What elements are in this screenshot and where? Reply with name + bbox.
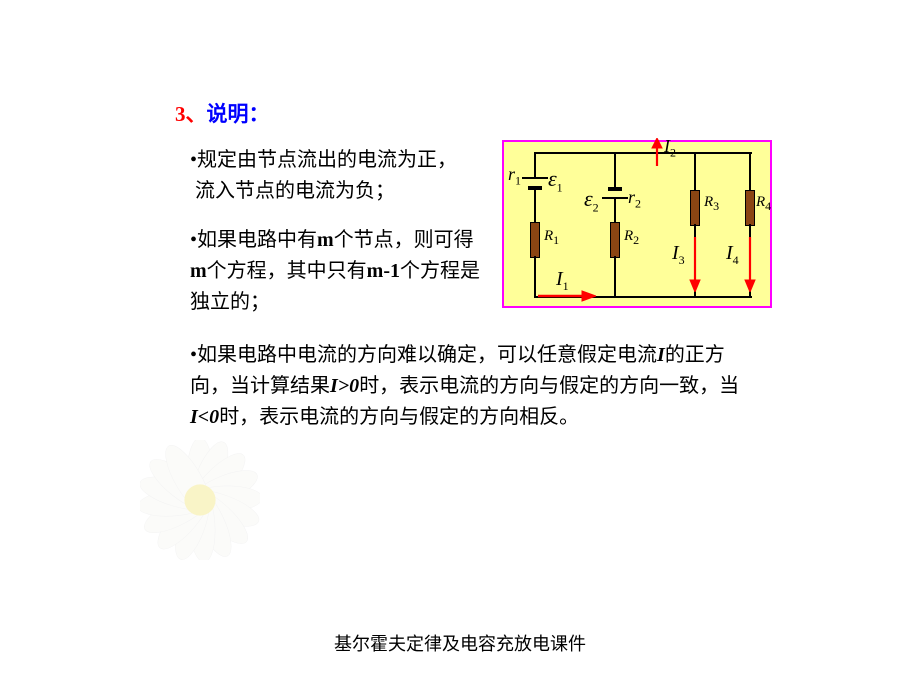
label-I4: I4 [726,242,739,268]
p3Igt: I>0 [330,375,359,397]
wire-top [534,152,752,154]
heading-text: 说明： [207,102,270,126]
bullet-dot: • [190,149,197,171]
section-heading: 3、说明： [175,98,270,128]
arrow-I3 [686,237,704,292]
resistor-R3 [690,190,700,226]
label-R3: R3 [704,194,719,214]
label-R2: R2 [624,228,639,248]
p2a: 如果电路中有 [197,229,317,251]
label-r2: r2 [628,187,641,212]
arrow-I4 [741,237,759,292]
para1-line1: 规定由节点流出的电流为正， [197,149,457,171]
label-e1: ε1 [548,166,563,195]
wire-b3-top [694,152,696,190]
p3c: 时，表示电流的方向与假定的方向一致，当 [359,375,739,397]
bullet-1: •规定由节点流出的电流为正， 流入节点的电流为负； [190,145,480,207]
p2c: 个方程，其中只有 [207,260,367,282]
label-R4: R4 [756,194,771,214]
p2m3: m-1 [367,260,400,282]
wire-b2-top [614,152,616,187]
label-I1: I1 [556,268,569,294]
wire-b4-top [749,152,751,190]
battery-e1-long [522,177,548,179]
flower-decoration [140,440,260,560]
battery-e2-short [608,187,622,191]
wire-b1-top [534,152,536,177]
p3d: 时，表示电流的方向与假定的方向相反。 [219,406,579,428]
resistor-R1 [530,222,540,258]
label-e2: ε2 [584,186,599,215]
wire-b2-bot [614,256,616,298]
bullet-dot: • [190,344,197,366]
footer-caption: 基尔霍夫定律及电容充放电课件 [0,630,920,656]
label-R1: R1 [544,228,559,248]
label-I2: I2 [664,136,676,161]
wire-b2-mid [614,199,616,222]
heading-sep: 、 [186,102,207,126]
heading-number: 3 [175,102,186,126]
p3I: I [657,344,665,366]
circuit-figure: r1 ε1 ε2 r2 R1 R2 R3 R4 I2 I3 I4 [502,140,772,308]
label-I3: I3 [672,242,685,268]
para1-line2: 流入节点的电流为负； [195,180,395,202]
slide: 3、说明： •规定由节点流出的电流为正， 流入节点的电流为负； •如果电路中有m… [0,0,920,690]
p2m: m [317,229,334,251]
label-r1: r1 [508,164,521,189]
p3Ilt: I<0 [190,406,219,428]
bullet-2: •如果电路中有m个节点，则可得m个方程，其中只有m-1个方程是独立的； [190,225,490,318]
resistor-R4 [745,190,755,226]
bullet-3: •如果电路中电流的方向难以确定，可以任意假定电流I的正方向，当计算结果I>0时，… [190,340,740,433]
p2b: 个节点，则可得 [334,229,474,251]
p3a: 如果电路中电流的方向难以确定，可以任意假定电流 [197,344,657,366]
wire-b1-mid [534,190,536,222]
resistor-R2 [610,222,620,258]
p2m2: m [190,260,207,282]
bullet-dot: • [190,229,197,251]
